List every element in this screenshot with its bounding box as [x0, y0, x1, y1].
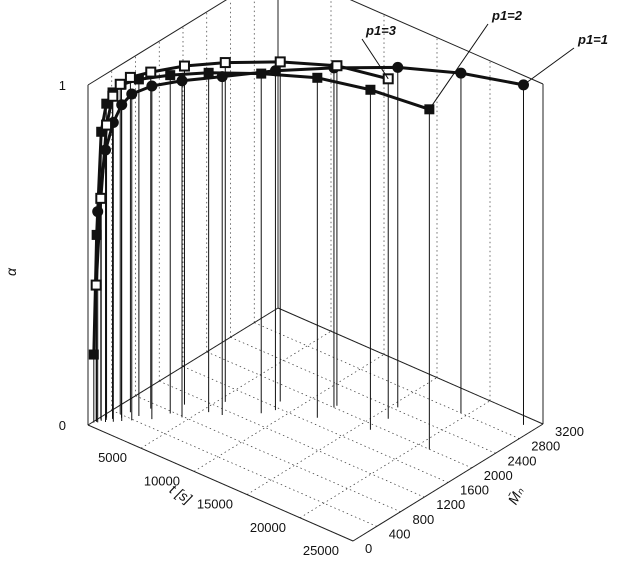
y-tick-label: 3200: [555, 424, 584, 439]
floor-grid-line: [193, 354, 385, 472]
floor-grid-line: [246, 377, 438, 495]
axis-frame-line: [87, 307, 279, 426]
data-point: [365, 84, 376, 95]
data-point: [114, 78, 126, 90]
x-tick-label: 15000: [197, 497, 233, 512]
series-label: p1=2: [491, 8, 523, 23]
y-tick-label: 800: [413, 512, 435, 527]
data-point: [92, 206, 104, 218]
data-point: [312, 72, 323, 83]
y-tick-label: 0: [365, 541, 372, 556]
data-point: [124, 71, 136, 83]
y-axis-label: M̄ₙ: [504, 484, 526, 507]
data-point: [165, 70, 176, 81]
data-point: [96, 126, 107, 137]
data-point: [331, 60, 343, 72]
data-point: [178, 60, 190, 72]
axis-frame-line: [349, 0, 544, 85]
floor-grid-line: [135, 395, 401, 513]
data-point: [203, 67, 214, 78]
floor-grid-line: [182, 366, 449, 483]
series-labels: p1=1 p1=2 p1=3: [361, 8, 608, 110]
series-line: [94, 60, 389, 286]
y-tick-label: 400: [389, 526, 411, 541]
data-point: [392, 61, 404, 73]
z-tick-label: 0: [59, 418, 66, 433]
data-point: [455, 67, 467, 79]
series-label-leader: [361, 38, 389, 80]
floor-grid-line: [299, 400, 491, 519]
series-label: p1=1: [577, 32, 608, 47]
y-tick-label: 2400: [508, 453, 537, 468]
data-point: [90, 279, 102, 291]
floor-grid-line: [230, 336, 496, 454]
data-point: [101, 119, 113, 131]
data-point: [107, 90, 119, 102]
data-point: [219, 57, 231, 69]
axis-frame-line: [87, 0, 227, 86]
series-label-leader: [523, 47, 575, 86]
axis-frame-line: [352, 423, 544, 542]
series-lines: [92, 60, 524, 355]
axis-frame-line: [87, 424, 354, 542]
data-point: [95, 192, 107, 204]
y-tick-label: 1200: [436, 497, 465, 512]
data-point: [146, 80, 158, 92]
data-point: [88, 349, 99, 360]
data-point: [274, 56, 286, 68]
floor-grid-line: [254, 322, 520, 439]
series-label: p1=3: [365, 23, 397, 38]
y-tick-label: 1600: [460, 483, 489, 498]
y-tick-label: 2000: [484, 468, 513, 483]
data-point: [133, 74, 144, 85]
series-line: [96, 65, 524, 212]
drop-lines: [93, 61, 524, 450]
data-point: [256, 68, 267, 79]
floor-grid-line: [140, 330, 332, 449]
data-point: [126, 88, 138, 100]
x-tick-label: 25000: [303, 543, 339, 558]
data-point: [91, 229, 102, 240]
y-tick-label: 2800: [531, 439, 560, 454]
series-label-leader: [428, 23, 489, 110]
data-point: [116, 99, 128, 111]
data-point: [176, 75, 188, 87]
data-point: [269, 65, 281, 77]
axis-panes: [87, 0, 544, 542]
z-tick-label: 1: [59, 78, 66, 93]
data-point: [101, 98, 112, 109]
floor-grid-line: [206, 351, 472, 469]
x-tick-label: 5000: [98, 450, 127, 465]
floor-grid-line: [111, 410, 377, 527]
z-axis-label: α: [3, 267, 19, 276]
axis-frame-line: [277, 307, 544, 425]
floor-grid-line: [159, 380, 425, 498]
data-point: [216, 71, 228, 83]
x-tick-label: 10000: [144, 473, 180, 488]
data-point: [100, 144, 112, 156]
data-point: [145, 66, 157, 78]
x-tick-label: 20000: [250, 520, 286, 535]
series-markers: [88, 56, 529, 360]
